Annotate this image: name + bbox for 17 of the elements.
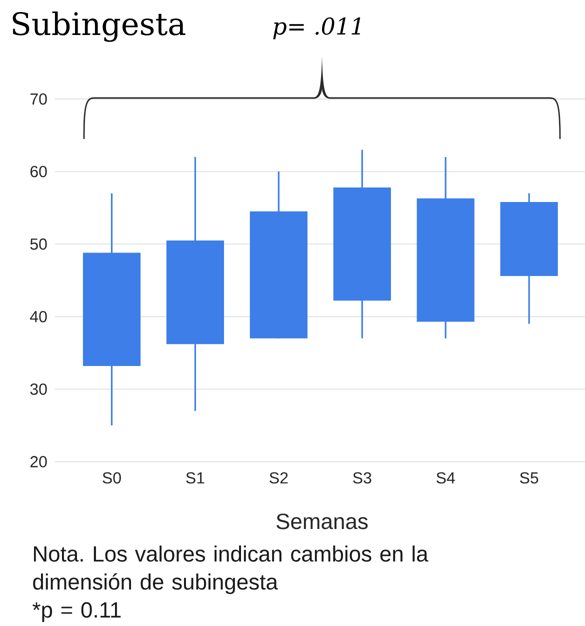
x-tick-label: S4: [436, 472, 455, 484]
text: *p = 0.11: [32, 602, 121, 622]
x-tick-label: S5: [520, 472, 538, 484]
x-tick-label: S3: [353, 472, 372, 484]
y-tick-label: 20: [30, 456, 47, 468]
x-axis-title: Semanas: [276, 514, 368, 530]
x-tick-label: S2: [270, 472, 288, 484]
x-tick-label: S1: [186, 472, 204, 484]
y-tick-label: 60: [30, 166, 47, 178]
y-tick-label: 50: [30, 238, 47, 250]
text: Nota. Los valores indican cambios en la dimensión de subingesta: [33, 546, 428, 594]
text: p= .011: [273, 17, 360, 40]
y-tick-label: 30: [30, 384, 47, 395]
y-tick-label: 40: [30, 310, 47, 322]
chart-title: Subingesta: [12, 11, 186, 42]
x-tick-label: S0: [102, 472, 121, 484]
y-tick-label: 70: [30, 93, 47, 105]
